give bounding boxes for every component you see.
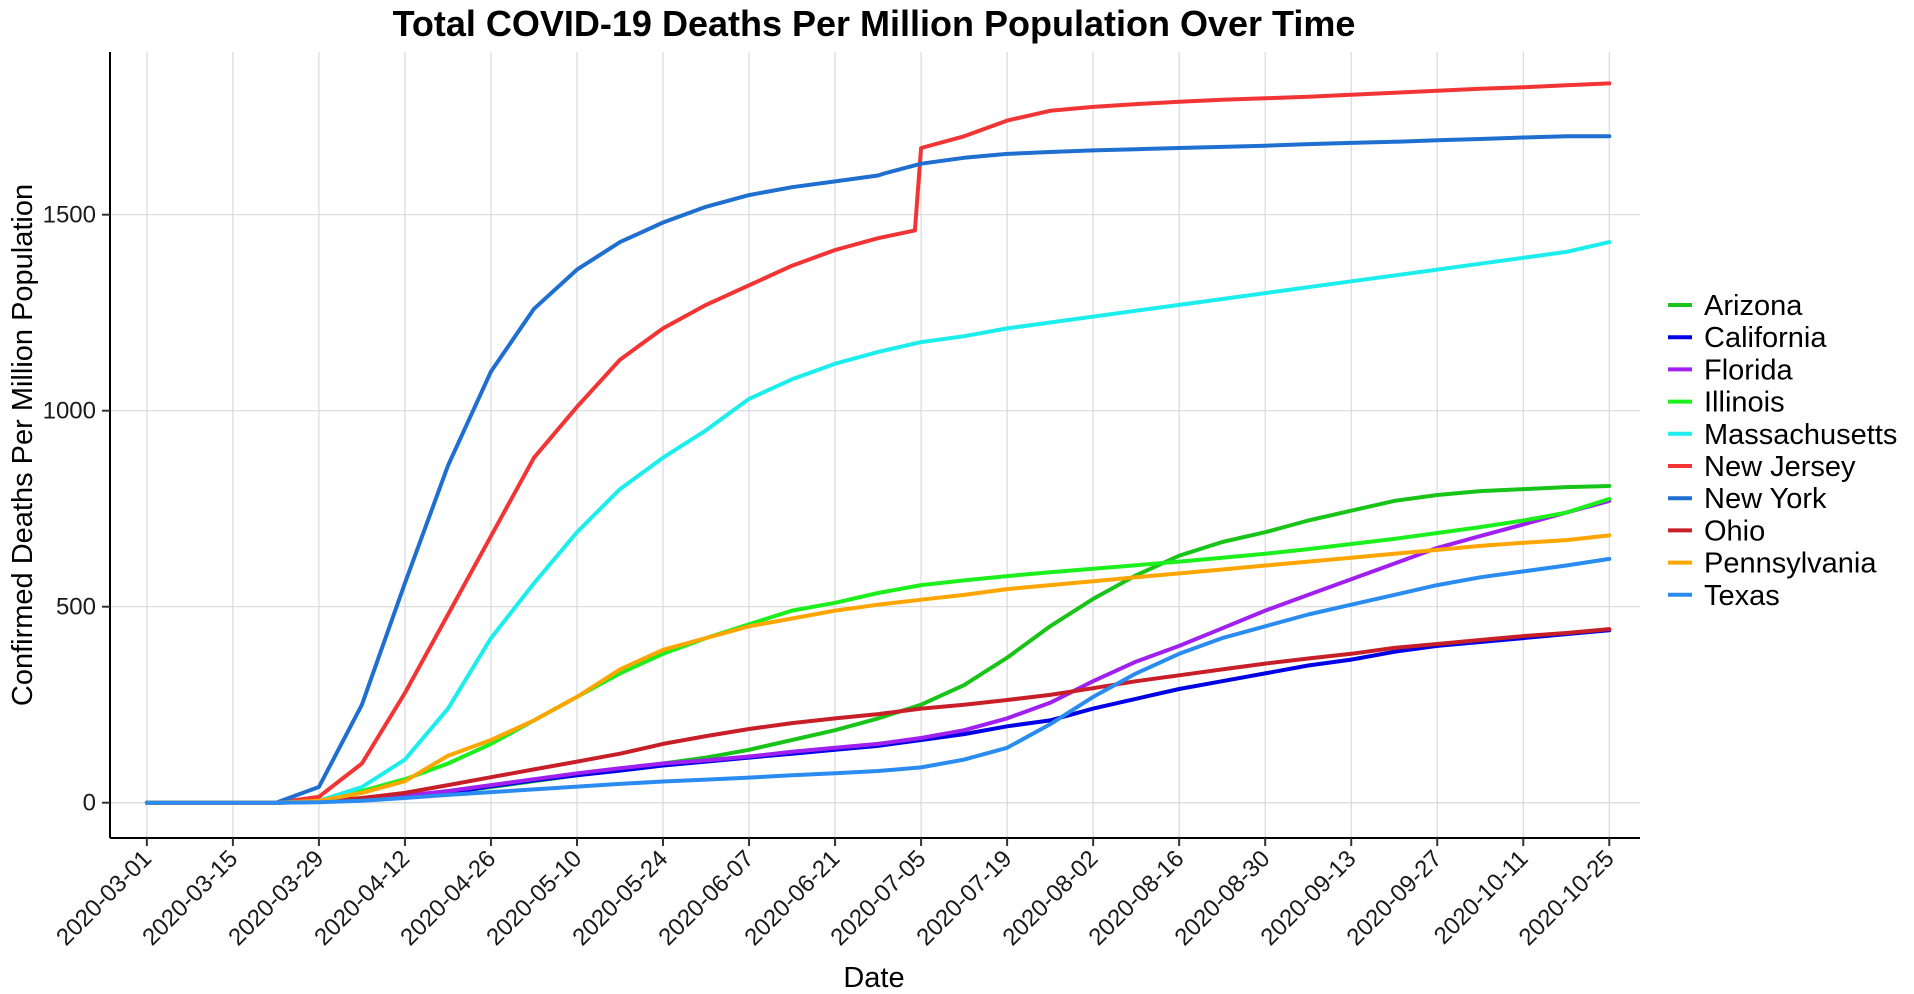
series-line-massachusetts	[144, 240, 1612, 805]
series-line-florida	[144, 498, 1612, 805]
legend-label-massachusetts: Massachusetts	[1704, 419, 1897, 451]
y-tick-label: 500	[56, 594, 96, 621]
legend-label-new-jersey: New Jersey	[1704, 451, 1856, 483]
x-axis-title: Date	[843, 962, 904, 994]
y-tick-label: 0	[83, 790, 96, 817]
legend: ArizonaCaliforniaFloridaIllinoisMassachu…	[1668, 290, 1897, 612]
series-line-illinois	[144, 496, 1612, 805]
series-line-new-jersey	[144, 81, 1612, 805]
legend-label-california: California	[1704, 322, 1827, 354]
x-axis-ticks: 2020-03-012020-03-152020-03-292020-04-12…	[51, 838, 1620, 951]
chart-title: Total COVID-19 Deaths Per Million Popula…	[393, 3, 1356, 44]
legend-label-florida: Florida	[1704, 354, 1794, 386]
y-tick-label: 1500	[43, 202, 96, 229]
y-axis-title: Confirmed Deaths Per Million Population	[7, 184, 39, 706]
y-axis-ticks: 0 500 1000 1500	[43, 202, 110, 817]
series-line-new-york	[144, 134, 1612, 805]
legend-label-ohio: Ohio	[1704, 515, 1765, 547]
series-line-ohio	[144, 627, 1612, 805]
y-tick-label: 1000	[43, 398, 96, 425]
series-lines	[144, 81, 1612, 805]
legend-label-illinois: Illinois	[1704, 387, 1785, 419]
legend-label-texas: Texas	[1704, 580, 1780, 612]
legend-label-arizona: Arizona	[1704, 290, 1803, 322]
legend-label-new-york: New York	[1704, 483, 1827, 515]
series-line-texas	[144, 556, 1612, 805]
legend-label-pennsylvania: Pennsylvania	[1704, 548, 1877, 580]
series-line-pennsylvania	[144, 533, 1612, 805]
